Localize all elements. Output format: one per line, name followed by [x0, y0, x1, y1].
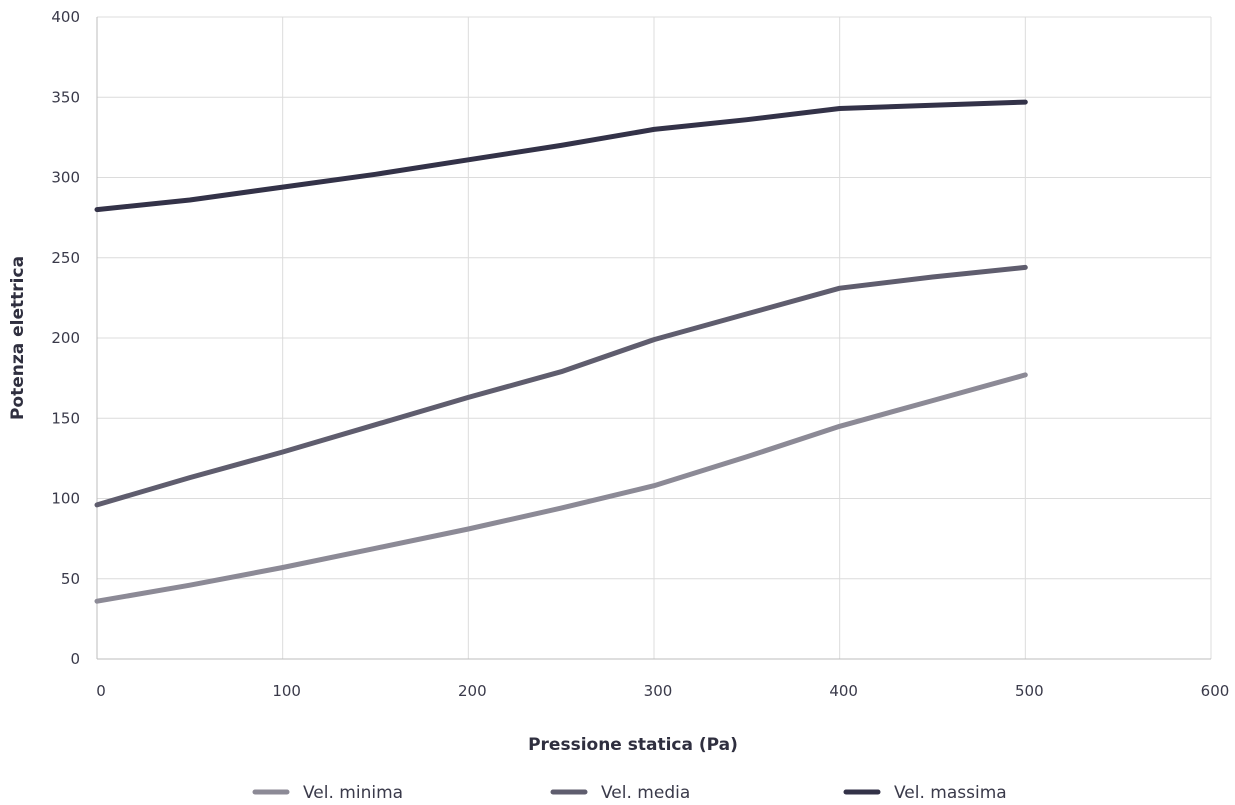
legend-item: Vel. media — [550, 783, 690, 803]
y-tick-label: 150 — [51, 409, 80, 427]
y-axis-title: Potenza elettrica — [8, 256, 28, 420]
y-tick-label: 350 — [51, 88, 80, 106]
y-tick-label: 400 — [51, 8, 80, 26]
y-tick-label: 250 — [51, 249, 80, 267]
series-lines — [94, 99, 1028, 604]
x-tick-label: 0 — [96, 682, 106, 700]
grid — [97, 16, 1212, 659]
legend-item: Vel. massima — [843, 783, 1007, 803]
x-tick-label: 200 — [458, 682, 487, 700]
tick-labels: 0 50 100 150 200 250 300 350 400 0 100 200 300 400 500… — [51, 8, 1229, 700]
x-tick-label: 500 — [1015, 682, 1044, 700]
legend-label: Vel. minima — [303, 783, 403, 803]
legend-label: Vel. media — [601, 783, 690, 803]
series-line-vel-massima — [94, 99, 1028, 213]
y-tick-label: 200 — [51, 329, 80, 347]
x-tick-label: 600 — [1201, 682, 1230, 700]
axes — [96, 17, 1211, 660]
x-tick-label: 300 — [644, 682, 673, 700]
x-axis-title: Pressione statica (Pa) — [528, 735, 738, 755]
y-tick-label: 50 — [61, 570, 80, 588]
y-tick-label: 0 — [70, 650, 80, 668]
y-tick-label: 300 — [51, 169, 80, 187]
x-tick-label: 100 — [272, 682, 301, 700]
series-line-vel-minima — [94, 372, 1028, 604]
legend-label: Vel. massima — [894, 783, 1007, 803]
legend: Vel. minima Vel. media Vel. massima — [252, 783, 1007, 803]
series-line-vel-media — [94, 264, 1028, 508]
legend-item: Vel. minima — [252, 783, 403, 803]
y-tick-label: 100 — [51, 490, 80, 508]
x-tick-label: 400 — [829, 682, 858, 700]
